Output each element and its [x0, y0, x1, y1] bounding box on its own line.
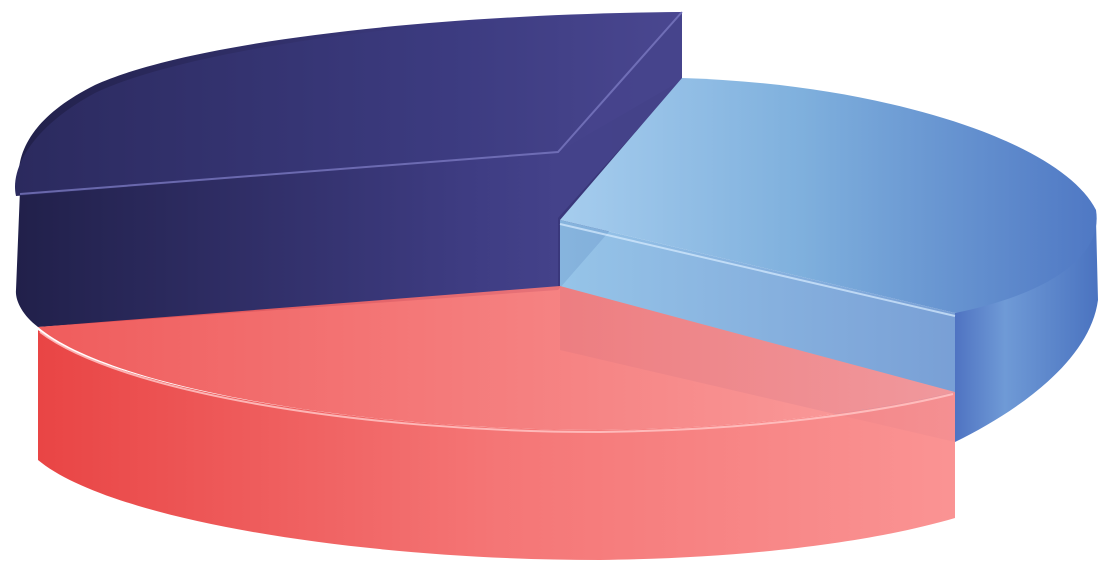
- pie-slice-navy-top: [14, 12, 683, 196]
- pie-slice-navy: [14, 11, 683, 327]
- pie-slice-red-side: [38, 330, 955, 560]
- pie-slice-blue-top: [560, 78, 1097, 313]
- pie-slice-red-top: [38, 286, 955, 430]
- pie-slice-red: [38, 286, 955, 560]
- pie-slice-blue-side: [955, 220, 1098, 442]
